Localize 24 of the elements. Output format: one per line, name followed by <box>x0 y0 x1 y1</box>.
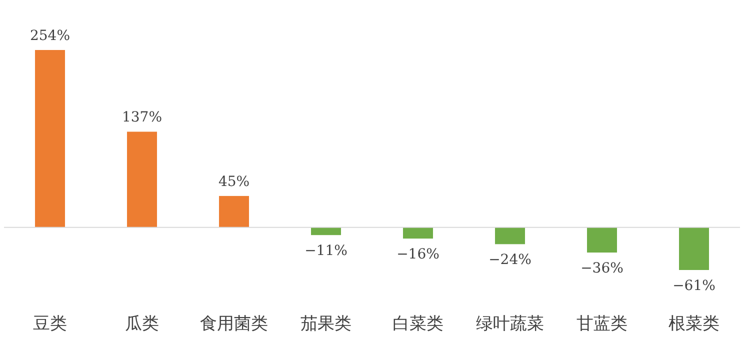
data-label: −11% <box>304 243 348 260</box>
bar <box>403 227 433 239</box>
x-tick-label: 茄果类 <box>300 314 352 334</box>
data-label: −24% <box>488 252 532 268</box>
bar <box>219 196 249 228</box>
bar <box>311 227 341 236</box>
data-label: −61% <box>672 278 716 294</box>
bar <box>35 50 65 228</box>
data-label: −36% <box>580 260 624 277</box>
x-tick-label: 豆类 <box>33 314 67 334</box>
x-tick-label: 食用菌类 <box>200 314 268 334</box>
bar <box>127 132 157 228</box>
x-tick-label: 绿叶蔬菜 <box>476 314 544 334</box>
data-label: −16% <box>396 246 440 263</box>
x-tick-label: 瓜类 <box>125 314 159 334</box>
x-tick-label: 根菜类 <box>668 314 720 334</box>
data-label: 254% <box>30 28 70 44</box>
data-label: 45% <box>218 174 250 190</box>
bar <box>587 227 617 253</box>
data-label: 137% <box>122 110 162 126</box>
x-tick-label: 白菜类 <box>392 314 444 334</box>
bar <box>679 227 709 270</box>
bar <box>495 227 525 244</box>
x-tick-label: 甘蓝类 <box>576 314 628 334</box>
